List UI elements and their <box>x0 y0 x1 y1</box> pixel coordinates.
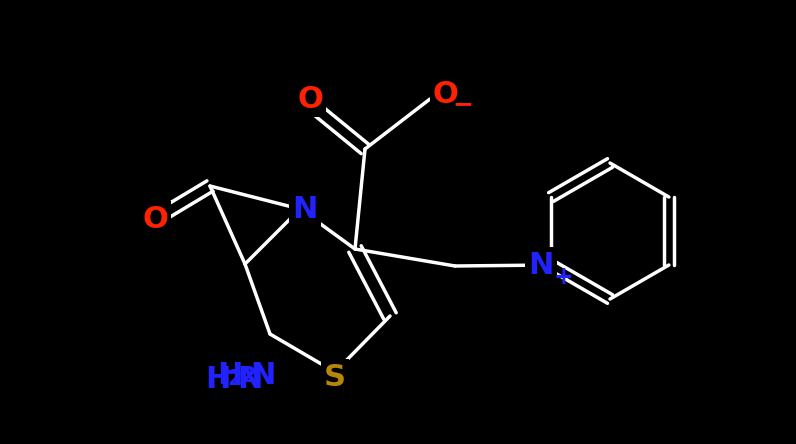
Text: N: N <box>529 250 554 280</box>
Text: 2: 2 <box>228 369 242 389</box>
Text: N: N <box>237 365 263 393</box>
Text: O: O <box>433 79 458 108</box>
Text: O: O <box>142 205 168 234</box>
Text: +: + <box>553 265 573 289</box>
Text: 2: 2 <box>240 366 256 386</box>
Text: N: N <box>292 194 318 223</box>
Text: S: S <box>324 362 346 392</box>
Text: −: − <box>452 92 473 116</box>
Text: H: H <box>205 365 231 393</box>
Text: H: H <box>217 361 243 391</box>
Text: O: O <box>297 84 323 114</box>
Text: N: N <box>250 361 275 391</box>
